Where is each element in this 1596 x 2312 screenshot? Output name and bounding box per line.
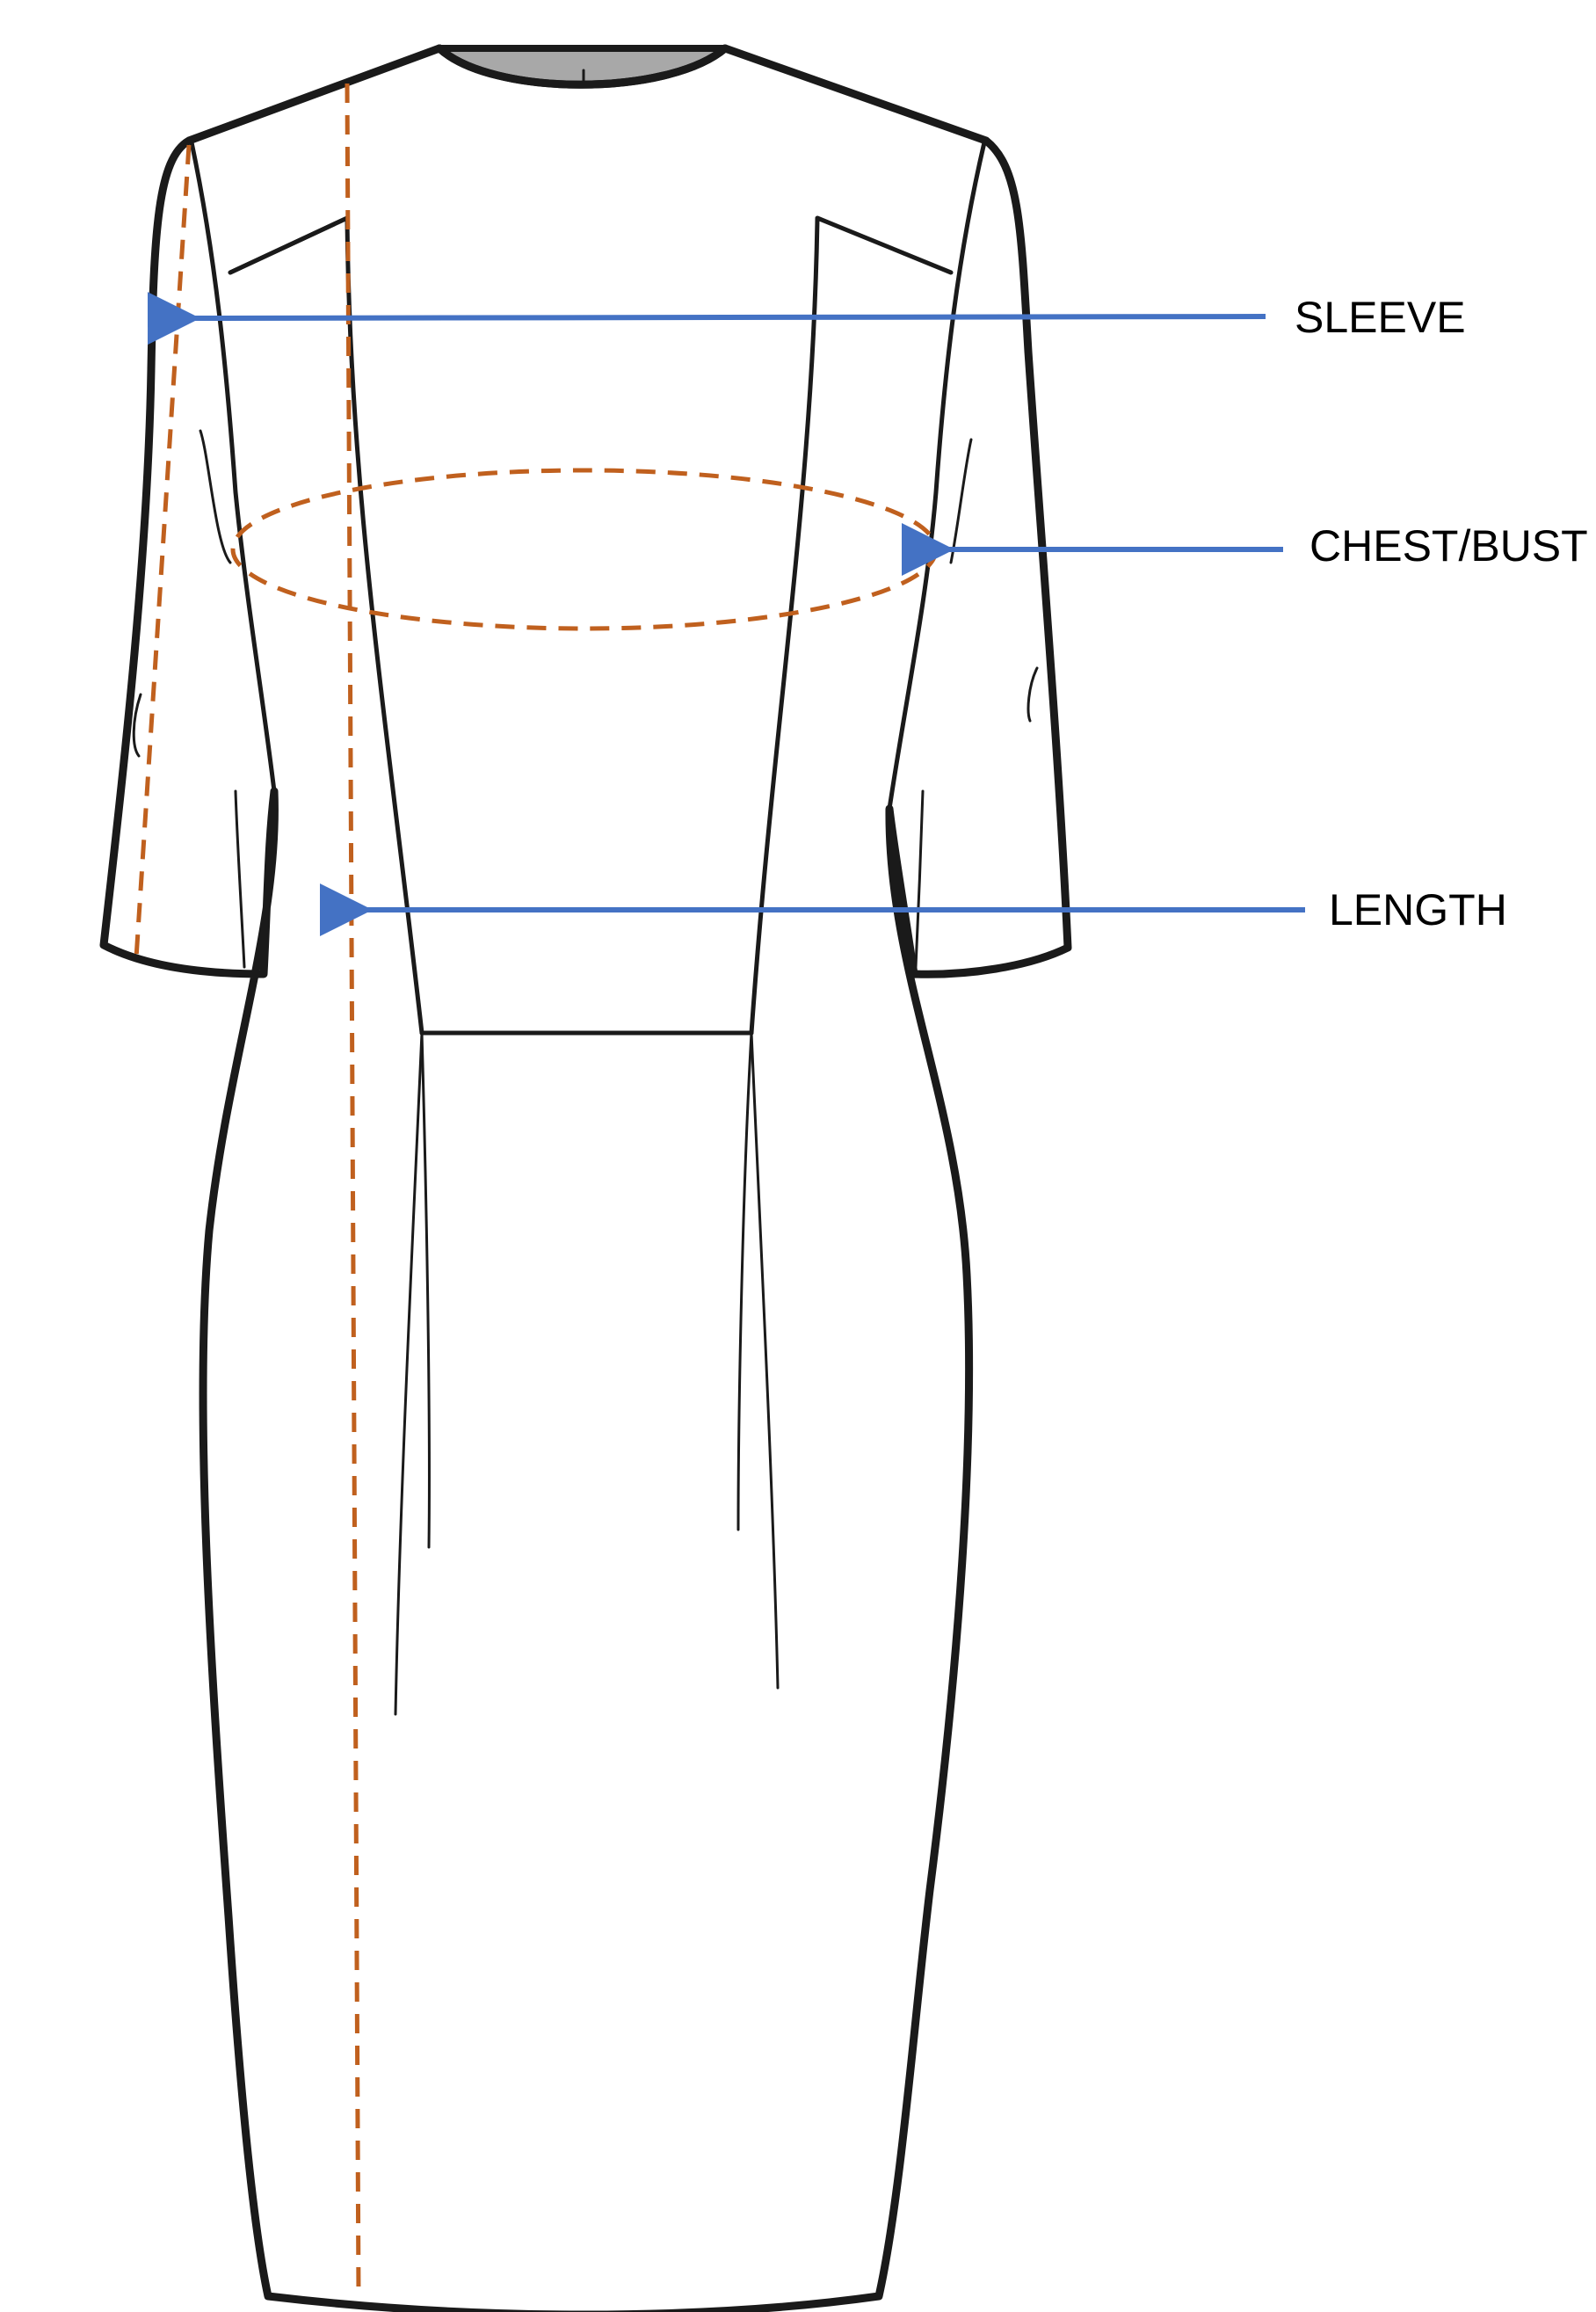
dress-outline (99, 44, 1072, 2312)
sleeve-length-guide (134, 144, 192, 959)
left-armhole-seam (189, 140, 277, 794)
left-skirt-dart-inner (420, 1031, 431, 1549)
left-skirt-dart-outer (394, 1031, 424, 1716)
left-sleeve-inner-fold (199, 429, 232, 564)
right-sleeve-cuff-fold (1027, 666, 1039, 723)
neckline (435, 44, 729, 89)
right-armhole-seam (887, 140, 987, 811)
left-sleeve-cuff-fold (132, 693, 142, 758)
right-skirt-dart-inner (736, 1031, 753, 1531)
sleeve-label: SLEEVE (1295, 293, 1466, 342)
left-yoke-top (228, 215, 350, 275)
dress-silhouette (99, 44, 1072, 2312)
pointer-arrows (147, 292, 1305, 936)
length-label: LENGTH (1329, 885, 1507, 934)
left-sleeve-hem-seam (234, 789, 246, 969)
right-skirt-dart-outer (750, 1031, 780, 1690)
chest-bust-label: CHEST/BUST (1309, 521, 1588, 571)
sleeve-arrow (147, 292, 1266, 345)
right-yoke-panel (749, 215, 954, 1036)
right-sleeve-hem-seam (914, 789, 925, 969)
dress-length-guide (345, 83, 361, 2297)
